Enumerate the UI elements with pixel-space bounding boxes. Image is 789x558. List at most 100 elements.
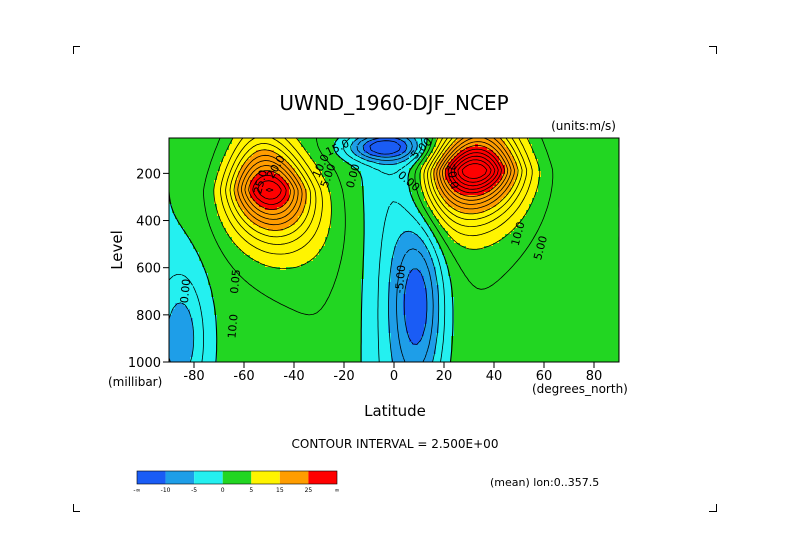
- field-cell: [403, 294, 427, 298]
- field-cell: [217, 330, 361, 334]
- contour-label: 0.00: [344, 162, 363, 189]
- field-cell: [412, 342, 418, 346]
- field-cell: [169, 252, 199, 256]
- field-cell: [421, 339, 436, 343]
- field-cell: [466, 246, 484, 250]
- field-cell: [439, 222, 520, 226]
- field-cell: [217, 174, 238, 178]
- colorbar-label: 25: [305, 487, 313, 494]
- field-cell: [328, 189, 364, 193]
- field-cell: [415, 201, 427, 205]
- field-cell: [331, 216, 364, 220]
- contour-line: [244, 141, 509, 215]
- field-cell: [358, 168, 409, 172]
- field-cell: [328, 228, 364, 232]
- field-cell: [409, 273, 421, 277]
- field-cell: [361, 279, 391, 283]
- field-cell: [217, 318, 361, 322]
- field-cell: [217, 327, 361, 331]
- field-cell: [361, 297, 388, 301]
- field-cell: [502, 138, 529, 142]
- field-cell: [421, 165, 436, 169]
- field-cell: [391, 336, 409, 340]
- contour-interval-text: CONTOUR INTERVAL = 2.500E+00: [292, 437, 499, 451]
- field-cell: [361, 351, 391, 355]
- field-cell: [223, 222, 253, 226]
- contour-line: [265, 155, 496, 192]
- field-cell: [169, 285, 211, 289]
- field-cell: [169, 282, 208, 286]
- field-cell: [331, 225, 364, 229]
- field-cell: [193, 333, 217, 337]
- field-cell: [538, 186, 619, 190]
- field-cell: [169, 150, 226, 154]
- field-cell: [214, 186, 235, 190]
- field-cell: [364, 207, 418, 211]
- field-cell: [217, 207, 241, 211]
- contour-line: [229, 138, 523, 238]
- field-cell: [337, 153, 355, 157]
- field-cell: [289, 162, 316, 166]
- field-cell: [448, 180, 499, 184]
- field-cell: [397, 162, 415, 166]
- field-cell: [421, 237, 436, 241]
- field-cell: [193, 321, 217, 325]
- field-cell: [436, 276, 451, 280]
- field-cell: [169, 180, 214, 184]
- field-cell: [418, 210, 433, 214]
- field-cell: [361, 171, 409, 175]
- field-cell: [394, 249, 427, 253]
- contour-label: 0.00: [178, 278, 193, 304]
- field-cell: [289, 183, 304, 187]
- field-cell: [424, 240, 436, 244]
- field-cell: [457, 138, 502, 142]
- field-cell: [451, 351, 619, 355]
- field-cell: [532, 147, 619, 151]
- field-cell: [454, 300, 619, 304]
- field-cell: [217, 339, 361, 343]
- field-cell: [331, 213, 364, 217]
- field-cell: [169, 228, 184, 232]
- field-cell: [388, 303, 403, 307]
- field-cell: [217, 336, 361, 340]
- colorbar-frame: [136, 470, 338, 485]
- field-cell: [538, 165, 619, 169]
- field-cell: [169, 210, 172, 214]
- field-cell: [169, 360, 190, 362]
- field-cell: [277, 207, 304, 211]
- footer-text: (mean) lon:0..357.5: [490, 476, 599, 489]
- field-cell: [214, 192, 235, 196]
- colorbar-label: ∞: [335, 487, 340, 494]
- y-tick-label: 800: [136, 309, 161, 324]
- field-cell: [193, 351, 217, 355]
- field-cell: [214, 195, 235, 199]
- colorbar: -∞ -10 -5 0 5 15 25 ∞: [133, 470, 340, 494]
- field-cell: [361, 318, 388, 322]
- field-cell: [364, 270, 391, 274]
- colorbar-swatch: [251, 471, 280, 484]
- field-cell: [451, 360, 619, 362]
- field-cell: [334, 150, 352, 154]
- field-cell: [211, 291, 361, 295]
- field-cell: [340, 156, 361, 160]
- field-cell: [217, 333, 361, 337]
- field-cell: [517, 174, 541, 178]
- field-cell: [169, 183, 214, 187]
- field-cell: [541, 171, 619, 175]
- field-cell: [388, 330, 406, 334]
- field-cell: [193, 336, 217, 340]
- field-cell: [361, 339, 391, 343]
- field-cell: [361, 294, 388, 298]
- field-cell: [238, 201, 256, 205]
- contour-line: [233, 138, 519, 231]
- field-cell: [460, 192, 484, 196]
- field-cell: [169, 174, 217, 178]
- field-cell: [412, 198, 424, 202]
- contour-line: [248, 145, 506, 210]
- field-cell: [169, 303, 175, 307]
- field-cell: [223, 225, 259, 229]
- field-cell: [364, 264, 391, 268]
- field-cell: [454, 327, 619, 331]
- field-cell: [316, 255, 364, 259]
- field-cell: [364, 219, 424, 223]
